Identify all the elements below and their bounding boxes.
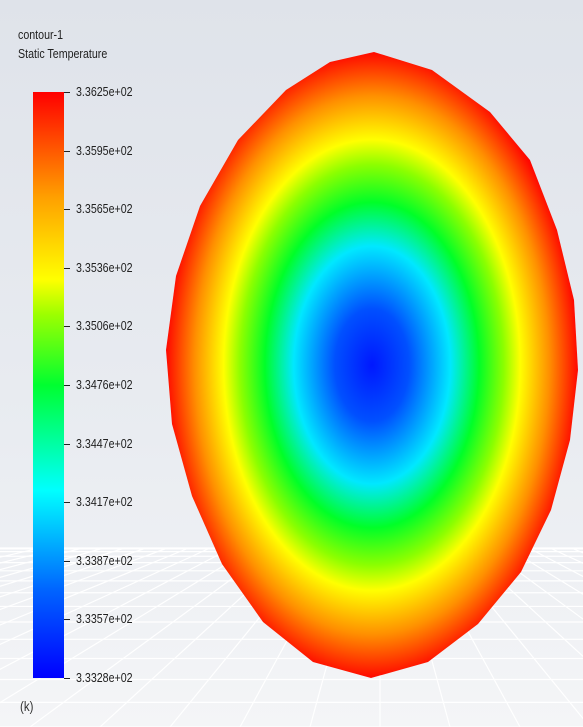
legend-tick-mark [64,619,70,621]
legend-tick-mark [64,326,70,328]
legend-tick-mark [64,560,70,562]
floor-grid-line [0,547,211,646]
legend-colorbar [33,92,64,678]
legend-tick-mark [64,92,70,93]
legend-tick-label: 3.3536e+02 [76,259,133,275]
legend-tick-mark [64,150,70,152]
legend-tick-label: 3.3417e+02 [76,494,133,510]
legend-tick-label: 3.3625e+02 [76,84,133,99]
floor-grid-line [0,547,190,626]
floor-grid-line [0,547,126,587]
floor-grid-line [507,547,583,595]
legend-tick-mark [64,267,70,269]
legend-tick-label: 3.3506e+02 [76,318,133,334]
legend-tick-mark [64,209,70,211]
legend-tick-label: 3.3357e+02 [76,611,133,627]
legend-tick-mark [64,678,70,679]
legend-variable-name: Static Temperature [18,46,108,61]
legend-tick-label: 3.3565e+02 [76,201,133,217]
legend-tick-mark [64,443,70,445]
legend-tick-mark [64,502,70,504]
floor-grid-line [485,547,583,620]
floor-grid-line [0,547,168,611]
legend-tick-label: 3.3595e+02 [76,142,133,158]
legend-tick-label: 3.3387e+02 [76,552,133,568]
floor-grid-line [0,547,253,704]
legend-tick-label: 3.3328e+02 [76,670,133,685]
legend-tick-mark [64,385,70,386]
legend-title: contour-1 [18,27,64,42]
legend-tick-label: 3.3476e+02 [76,377,133,392]
contour-surface[interactable] [166,52,578,678]
legend-tick-label: 3.3447e+02 [76,435,133,451]
legend-unit-label: (k) [20,698,34,714]
